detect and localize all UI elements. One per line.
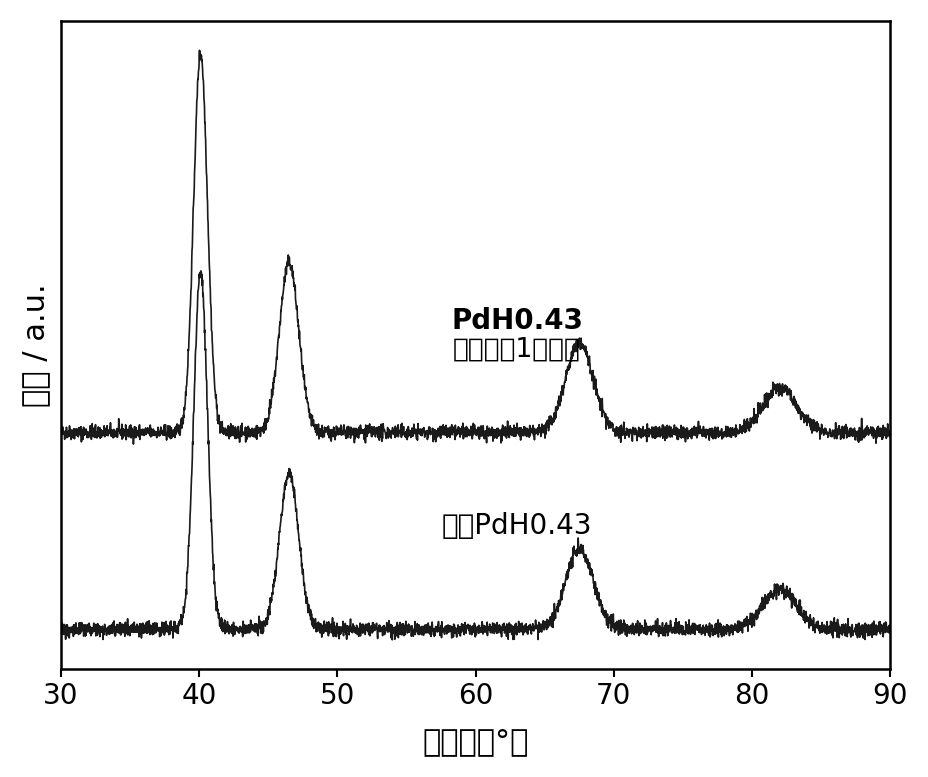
Text: 室温放畩1年以后: 室温放畩1年以后 <box>453 336 581 363</box>
Y-axis label: 强度 / a.u.: 强度 / a.u. <box>20 284 50 407</box>
X-axis label: 衍射角（°）: 衍射角（°） <box>422 727 528 756</box>
Text: 新鲜PdH0.43: 新鲜PdH0.43 <box>442 512 592 540</box>
Text: PdH0.43: PdH0.43 <box>451 307 583 335</box>
